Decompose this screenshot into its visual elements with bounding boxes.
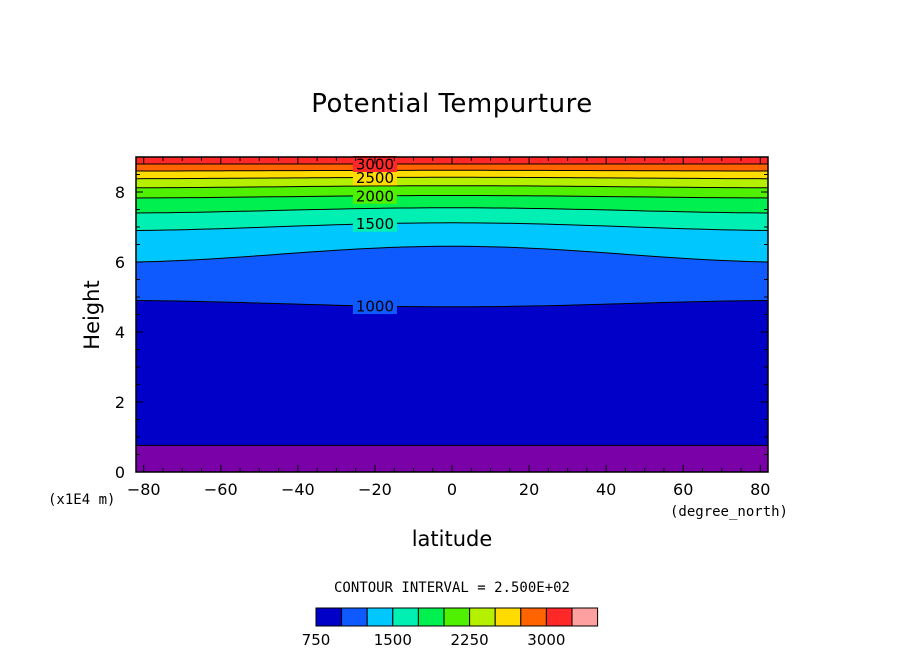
colorbar-swatch — [366, 607, 394, 627]
contour-label: 1000 — [356, 298, 394, 316]
colorbar-swatch — [341, 607, 368, 627]
colorbar-swatch — [545, 607, 573, 627]
contour-band — [136, 177, 768, 188]
contour-label: 1500 — [356, 215, 394, 233]
colorbar-tick-label: 2250 — [451, 631, 489, 649]
contour-band — [136, 445, 768, 472]
contour-label-bg — [352, 215, 397, 232]
contour-label-bg — [352, 187, 397, 204]
contour-band — [136, 164, 768, 171]
contour-interval-text: CONTOUR INTERVAL = 2.500E+02 — [334, 580, 570, 596]
contour-line — [135, 185, 769, 189]
x-tick-label: 80 — [750, 480, 770, 499]
x-tick-label: 20 — [519, 480, 539, 499]
y-tick-label: 4 — [115, 323, 125, 342]
contour-line — [135, 245, 769, 263]
colorbar-swatch — [417, 607, 445, 627]
contour-label-bg — [352, 169, 397, 186]
x-axis-label: latitude — [412, 527, 493, 551]
y-axis-units: (x1E4 m) — [48, 492, 115, 508]
contour-band — [136, 185, 768, 198]
colorbar-tick-label: 750 — [302, 631, 331, 649]
colorbar-swatch — [392, 607, 419, 627]
colorbar-tick-label: 3000 — [527, 631, 565, 649]
y-axis: 0 2 4 6 8 — [115, 156, 768, 482]
contour-label: 3000 — [356, 156, 394, 174]
y-axis-label: Height — [80, 280, 104, 349]
contour-label: 2500 — [356, 169, 394, 187]
contour-line — [135, 169, 769, 172]
colorbar-tick-label: 1500 — [374, 631, 412, 649]
contour-label-bg — [352, 298, 397, 315]
colorbar-swatch — [469, 607, 496, 627]
contour-line — [135, 300, 769, 308]
colorbar-swatch — [443, 607, 471, 627]
x-axis-units: (degree_north) — [670, 504, 788, 520]
contour-band — [136, 222, 768, 262]
y-tick-label: 8 — [115, 183, 125, 202]
colorbar-swatch — [494, 607, 522, 627]
contour-line — [135, 222, 769, 231]
x-tick-label: 60 — [673, 480, 693, 499]
x-tick-label: −60 — [204, 480, 238, 499]
contour-line — [135, 194, 769, 199]
x-tick-label: 40 — [596, 480, 616, 499]
contour-band — [136, 195, 768, 213]
contour-band — [136, 207, 768, 231]
x-tick-label: 0 — [447, 480, 457, 499]
x-axis: −80 −60 −40 −20 0 20 40 60 80 — [127, 157, 770, 499]
colorbar: 750 1500 2250 3000 — [302, 607, 599, 649]
contour-band — [136, 300, 768, 446]
y-tick-label: 6 — [115, 253, 125, 272]
colorbar-swatch — [571, 607, 599, 627]
x-tick-label: −80 — [127, 480, 161, 499]
x-tick-label: −40 — [281, 480, 315, 499]
contour-line — [135, 176, 769, 180]
colorbar-swatch — [315, 607, 343, 627]
contour-band — [136, 170, 768, 179]
chart-title: Potential Tempurture — [311, 89, 592, 119]
x-tick-label: −20 — [358, 480, 392, 499]
contour-band — [136, 246, 768, 307]
y-tick-label: 0 — [115, 463, 125, 482]
contour-label: 2000 — [356, 187, 394, 205]
contour-line — [135, 207, 769, 214]
colorbar-swatch — [520, 607, 547, 627]
y-tick-label: 2 — [115, 393, 125, 412]
